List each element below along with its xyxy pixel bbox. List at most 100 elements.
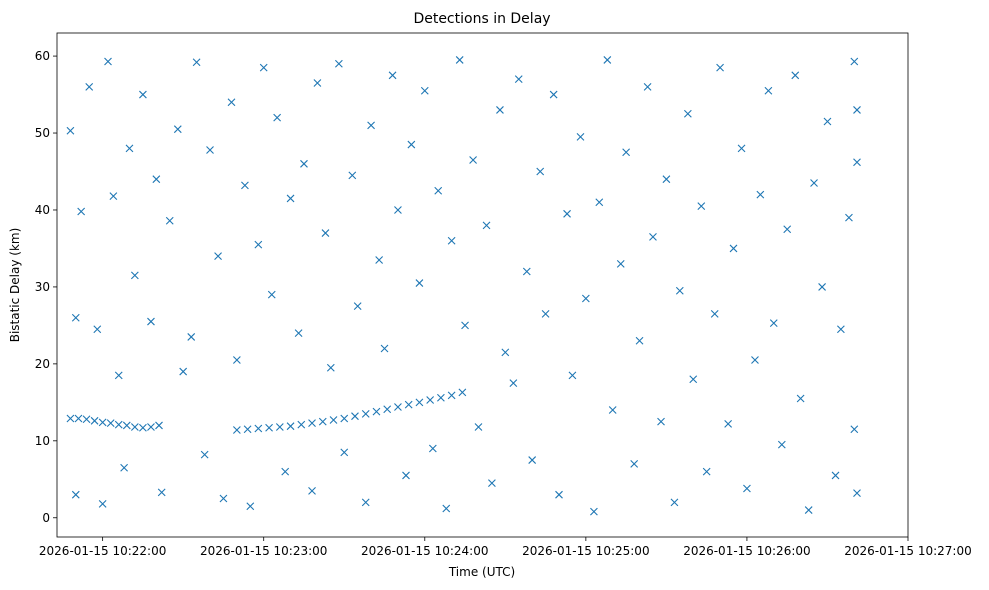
data-point-marker: [147, 317, 155, 326]
data-point-marker: [394, 206, 402, 214]
data-point-marker: [106, 419, 115, 428]
data-point-marker: [313, 79, 322, 87]
data-point-marker: [243, 425, 252, 434]
data-point-marker: [120, 463, 129, 472]
data-point-marker: [608, 406, 617, 414]
data-point-marker: [576, 132, 585, 141]
data-point-marker: [850, 425, 859, 434]
chart-title: Detections in Delay: [413, 11, 550, 27]
data-point-marker: [82, 415, 91, 424]
data-point-marker: [455, 56, 464, 64]
data-point-marker: [643, 82, 652, 91]
data-point-marker: [404, 400, 413, 409]
data-point-marker: [783, 225, 792, 234]
data-point-marker: [93, 325, 102, 334]
data-point-marker: [308, 419, 316, 428]
data-point-marker: [514, 75, 523, 84]
data-point-marker: [697, 202, 706, 211]
data-point-marker: [616, 259, 625, 268]
x-tick-label: 2026-01-15 10:24:00: [361, 544, 488, 558]
data-point-marker: [845, 213, 853, 222]
data-point-marker: [152, 175, 161, 184]
data-point-marker: [187, 333, 196, 341]
data-point-marker: [496, 106, 504, 114]
data-point-marker: [246, 502, 255, 511]
data-point-marker: [227, 98, 236, 107]
data-point-marker: [447, 391, 456, 400]
data-point-marker: [254, 240, 263, 249]
data-point-marker: [147, 423, 155, 431]
data-point-marker: [549, 90, 558, 99]
data-point-marker: [192, 58, 201, 67]
data-point-marker: [340, 448, 349, 457]
data-point-marker: [536, 167, 545, 176]
data-point-marker: [232, 356, 241, 364]
data-point-marker: [267, 290, 276, 299]
data-point-marker: [675, 286, 684, 295]
data-point-marker: [122, 421, 131, 430]
data-point-marker: [281, 467, 290, 476]
data-point-marker: [66, 126, 75, 135]
data-point-marker: [294, 329, 303, 337]
data-point-marker: [853, 158, 861, 167]
data-point-marker: [818, 283, 826, 291]
x-axis-label: Time (UTC): [448, 565, 515, 579]
x-tick-label: 2026-01-15 10:22:00: [39, 544, 166, 558]
data-point-marker: [657, 417, 665, 426]
data-point-marker: [308, 486, 316, 495]
data-point-marker: [595, 198, 604, 207]
data-point-marker: [710, 309, 719, 318]
data-point-marker: [853, 106, 861, 114]
data-point-marker: [823, 117, 832, 126]
data-point-marker: [402, 471, 410, 480]
data-point-marker: [689, 375, 698, 384]
data-point-marker: [130, 423, 139, 431]
data-point-marker: [334, 59, 343, 68]
data-point-marker: [114, 420, 123, 429]
axes-frame: [56, 32, 909, 538]
data-point-marker: [461, 321, 469, 330]
data-point-marker: [509, 379, 518, 387]
data-point-marker: [469, 156, 477, 164]
y-tick-label: 0: [42, 511, 50, 525]
data-point-marker: [415, 279, 424, 287]
data-point-marker: [104, 57, 112, 66]
data-point-marker: [71, 313, 80, 322]
data-point-marker: [71, 490, 80, 499]
data-point-marker: [756, 190, 765, 199]
data-point-marker: [286, 194, 295, 203]
data-point-marker: [434, 186, 443, 195]
data-point-marker: [259, 63, 268, 72]
data-point-marker: [139, 423, 147, 432]
data-point-marker: [622, 148, 631, 157]
data-point-marker: [442, 504, 451, 513]
data-point-marker: [716, 63, 724, 72]
data-point-marker: [353, 302, 362, 311]
data-point-marker: [372, 407, 381, 416]
data-point-marker: [214, 252, 222, 261]
data-point-marker: [630, 460, 639, 468]
data-point-marker: [130, 271, 139, 280]
y-axis-ticks: 0 10 20 30 40 50 60: [35, 49, 57, 525]
data-point-marker: [563, 209, 571, 218]
data-point-marker: [447, 236, 456, 245]
data-point-marker: [74, 414, 83, 423]
data-point-marker: [348, 171, 357, 180]
data-point-marker: [165, 216, 174, 225]
data-point-marker: [179, 367, 188, 376]
data-point-marker: [458, 388, 467, 397]
data-markers: [66, 56, 861, 516]
data-point-marker: [426, 396, 435, 404]
data-point-marker: [286, 422, 295, 431]
data-point-marker: [836, 325, 845, 334]
x-tick-label: 2026-01-15 10:23:00: [200, 544, 327, 558]
data-point-marker: [850, 57, 859, 66]
data-point-marker: [98, 500, 107, 508]
data-point-marker: [702, 467, 711, 476]
data-point-marker: [85, 82, 94, 91]
data-point-marker: [241, 181, 249, 190]
data-point-marker: [420, 86, 429, 95]
data-point-marker: [724, 420, 733, 428]
data-point-marker: [541, 309, 550, 318]
